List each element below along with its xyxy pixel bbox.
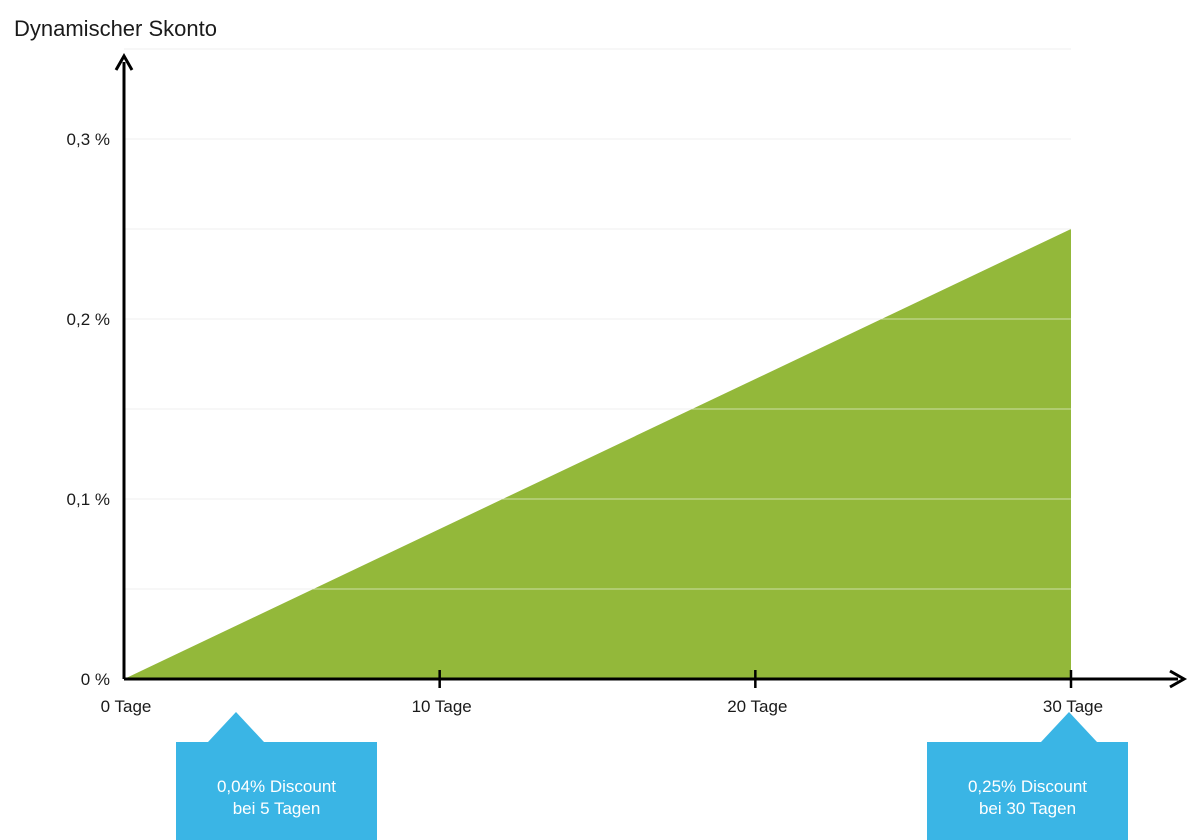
area-series (124, 229, 1071, 679)
axes (114, 52, 1188, 689)
series-layer (124, 48, 1071, 679)
chart-title: Dynamischer Skonto (14, 16, 217, 41)
y-tick-label: 0 % (81, 670, 110, 689)
y-axis-arrow (114, 52, 134, 71)
x-tick-label: 20 Tage (727, 697, 787, 716)
x-axis-arrow (1169, 669, 1188, 689)
callouts: 0,04% Discount bei 5 Tagen 0,25% Discount b… (176, 712, 1128, 840)
callout-text: 0,25% Discount (968, 777, 1087, 796)
y-tick-label: 0,1 % (67, 490, 110, 509)
x-tick-label: 0 Tage (101, 697, 152, 716)
x-ticks: 0 Tage 10 Tage 20 Tage 30 Tage (101, 670, 1103, 716)
x-tick-label: 10 Tage (412, 697, 472, 716)
callout-text: bei 30 Tagen (979, 799, 1076, 818)
callout-text: 0,04% Discount (217, 777, 336, 796)
y-tick-label: 0,2 % (67, 310, 110, 329)
y-tick-label: 0,3 % (67, 130, 110, 149)
callout-pointer (1041, 712, 1097, 742)
callout-pointer (208, 712, 264, 742)
y-ticks: 0 % 0,1 % 0,2 % 0,3 % (67, 130, 110, 689)
callout-text: bei 5 Tagen (233, 799, 321, 818)
callout-box (176, 742, 377, 840)
callout: 0,04% Discount bei 5 Tagen (176, 712, 377, 840)
x-tick-label: 30 Tage (1043, 697, 1103, 716)
callout-box (927, 742, 1128, 840)
callout: 0,25% Discount bei 30 Tagen (927, 712, 1128, 840)
